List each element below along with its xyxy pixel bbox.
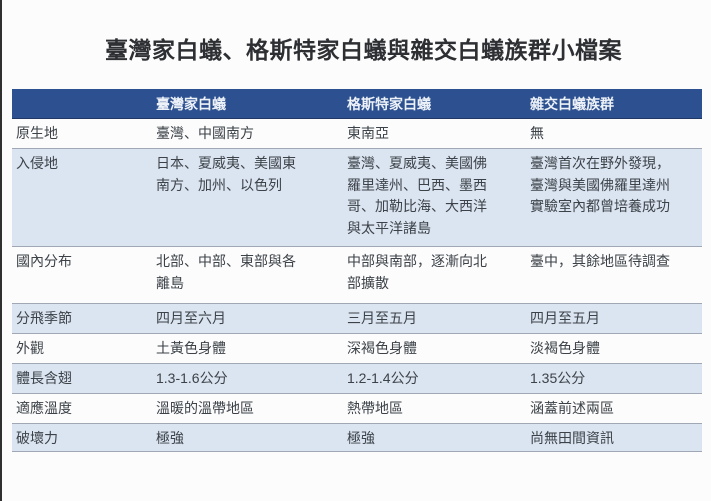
table-cell: 臺灣首次在野外發現， 臺灣與美國佛羅里達州 實驗室內都曾培養成功 [530, 155, 670, 214]
page-title: 臺灣家白蟻、格斯特家白蟻與雜交白蟻族群小檔案 [105, 37, 622, 63]
table-cell: 日本、夏威夷、美國東 南方、加州、以色列 [156, 155, 296, 193]
table-row-appearance: 外觀 土黃色身體 深褐色身體 淡褐色身體 [12, 334, 702, 364]
table-row-domestic-distribution: 國內分布 北部、中部、東部與各 離島 中部與南部，逐漸向北 部擴散 臺中，其餘地… [12, 247, 702, 304]
table-row-destructiveness: 破壞力 極強 極強 尚無田間資訊 [12, 424, 702, 452]
table-cell: 臺中，其餘地區待調查 [530, 253, 670, 269]
table-cell: 涵蓋前述兩區 [530, 400, 614, 416]
table-cell: 溫暖的溫帶地區 [156, 400, 254, 416]
table-cell: 尚無田間資訊 [530, 430, 614, 446]
table-cell: 深褐色身體 [347, 340, 417, 356]
row-label: 體長含翅 [16, 370, 72, 386]
row-label: 分飛季節 [16, 310, 72, 326]
table-row-native-range: 原生地 臺灣、中國南方 東南亞 無 [12, 119, 702, 149]
row-label: 入侵地 [16, 155, 58, 171]
table-cell: 熱帶地區 [347, 400, 403, 416]
row-label: 原生地 [16, 125, 58, 141]
video-edge-line [0, 0, 2, 501]
table-cell: 極強 [347, 430, 375, 446]
table-cell: 臺灣、夏威夷、美國佛 羅里達州、巴西、墨西 哥、加勒比海、大西洋 與太平洋諸島 [347, 155, 487, 236]
table-row-body-length: 體長含翅 1.3-1.6公分 1.2-1.4公分 1.35公分 [12, 364, 702, 394]
table-cell: 四月至六月 [156, 310, 226, 326]
table-row-swarming-season: 分飛季節 四月至六月 三月至五月 四月至五月 [12, 304, 702, 334]
row-label: 外觀 [16, 340, 44, 356]
column-header-hybrid-population: 雜交白蟻族群 [530, 96, 614, 112]
table-row-invaded-areas: 入侵地 日本、夏威夷、美國東 南方、加州、以色列 臺灣、夏威夷、美國佛 羅里達州… [12, 149, 702, 247]
table-cell: 三月至五月 [347, 310, 417, 326]
table-cell: 臺灣、中國南方 [156, 125, 254, 141]
comparison-table: 臺灣家白蟻 格斯特家白蟻 雜交白蟻族群 原生地 臺灣、中國南方 東南亞 無 入侵… [12, 89, 702, 452]
table-cell: 1.3-1.6公分 [156, 370, 228, 386]
column-header-gestroi-termite: 格斯特家白蟻 [347, 96, 431, 112]
row-label: 國內分布 [16, 253, 72, 269]
row-label: 破壞力 [16, 430, 58, 446]
table-cell: 淡褐色身體 [530, 340, 600, 356]
table-cell: 無 [530, 125, 544, 141]
table-cell: 土黃色身體 [156, 340, 226, 356]
table-header-row: 臺灣家白蟻 格斯特家白蟻 雜交白蟻族群 [12, 89, 702, 119]
table-cell: 1.2-1.4公分 [347, 370, 419, 386]
column-header-taiwan-termite: 臺灣家白蟻 [156, 96, 226, 112]
table-cell: 極強 [156, 430, 184, 446]
row-label: 適應溫度 [16, 400, 72, 416]
table-cell: 1.35公分 [530, 370, 586, 386]
table-row-temperature-adaptation: 適應溫度 溫暖的溫帶地區 熱帶地區 涵蓋前述兩區 [12, 394, 702, 424]
header-corner-cell [12, 89, 152, 118]
table-cell: 北部、中部、東部與各 離島 [156, 253, 296, 291]
table-cell: 中部與南部，逐漸向北 部擴散 [347, 253, 487, 291]
table-cell: 東南亞 [347, 125, 389, 141]
table-cell: 四月至五月 [530, 310, 600, 326]
